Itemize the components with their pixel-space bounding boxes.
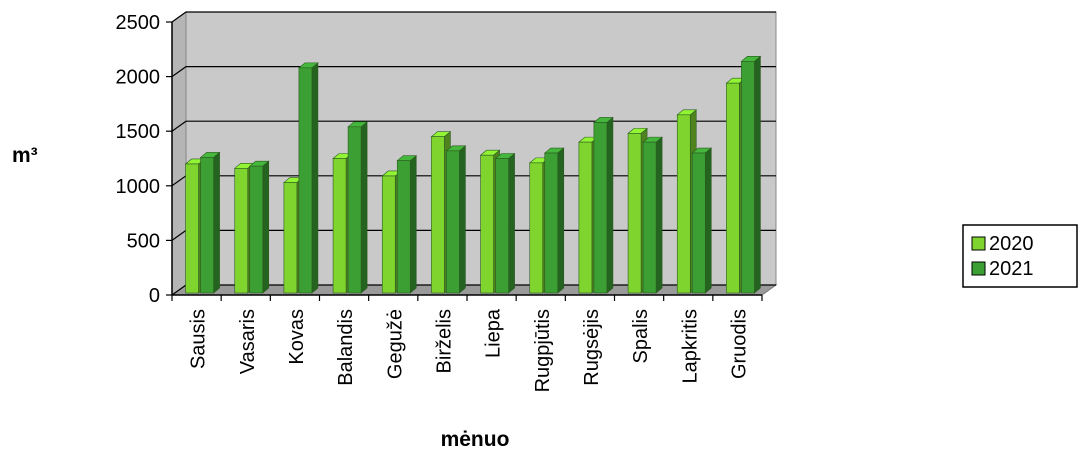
gridline: [171, 11, 776, 23]
x-tick-label: Kovas: [286, 309, 308, 365]
x-tick-label: Liepa: [483, 308, 505, 358]
bar-2021-Spalis: [642, 136, 663, 294]
x-tick-label: Gruodis: [728, 309, 750, 379]
x-tick-label: Balandis: [335, 309, 357, 386]
legend-label-2020: 2020: [989, 233, 1034, 255]
y-tick-label: 2500: [116, 12, 161, 34]
legend-label-2021: 2021: [989, 258, 1034, 280]
bar-2021-Sausis: [199, 151, 221, 294]
x-tick-label: Sausis: [188, 309, 210, 369]
bar-2021-Gegužė: [396, 155, 418, 294]
y-axis-title: m³: [12, 144, 38, 167]
bar-2020-Balandis: [332, 152, 353, 294]
bar-2021-Kovas: [298, 62, 319, 294]
bars: [184, 55, 762, 294]
y-axis: 0 500 1000 1500 2000 2500: [116, 12, 173, 307]
y-tick-label: 2000: [116, 67, 161, 89]
y-tick-label: 1000: [116, 176, 161, 198]
x-tick-label: Birželis: [433, 309, 455, 373]
bar-2021-Balandis: [347, 121, 368, 294]
legend-swatch-2021: [971, 261, 986, 276]
bar-2021-Vasaris: [248, 160, 270, 294]
x-tick-label: Rugpjūtis: [532, 309, 554, 392]
gridline: [171, 65, 776, 78]
x-tick-label: Spalis: [630, 309, 652, 363]
y-tick-label: 0: [149, 285, 160, 307]
y-tick-label: 1500: [116, 121, 161, 143]
bar-2021-Rugpjūtis: [543, 147, 565, 294]
bar-2021-Liepa: [494, 152, 516, 294]
x-axis: Sausis Vasaris Kovas Balandis Gegužė Birželis…: [171, 294, 763, 392]
x-tick-label: Lapkritis: [679, 309, 701, 383]
legend-box: [962, 224, 1078, 288]
y-tick-label: 500: [127, 230, 160, 252]
bar-2021-Birželis: [445, 145, 467, 294]
bar-2021-Lapkritis: [691, 147, 713, 294]
gridline: [171, 120, 776, 132]
legend-swatch-2020: [971, 236, 986, 251]
x-axis-title: mėnuo: [441, 428, 510, 451]
bar-2021-Rugsėjis: [593, 116, 614, 294]
x-tick-label: Vasaris: [237, 309, 259, 374]
bar-2021-Gruodis: [740, 55, 762, 294]
x-tick-label: Rugsėjis: [581, 309, 603, 386]
side-wall: [171, 11, 187, 296]
legend: 2020 2021: [962, 224, 1078, 288]
x-tick-label: Gegužė: [384, 309, 406, 379]
